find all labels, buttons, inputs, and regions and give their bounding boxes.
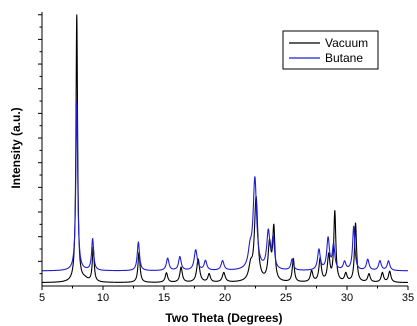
legend-box <box>282 30 379 70</box>
legend-label-butane: Butane <box>325 51 363 65</box>
x-tick-label: 5 <box>39 292 45 304</box>
x-tick-label: 30 <box>341 292 353 304</box>
series-line-vacuum <box>41 14 409 284</box>
x-tick-label: 10 <box>97 292 109 304</box>
axes: 5 10 15 20 25 30 35 <box>38 12 414 304</box>
plot-lines <box>41 14 409 284</box>
x-tick-label: 20 <box>219 292 231 304</box>
y-axis-title: Intensity (a.u.) <box>9 107 23 188</box>
x-axis-title: Two Theta (Degrees) <box>165 311 282 325</box>
x-tick-label: 35 <box>402 292 414 304</box>
x-tick-label: 25 <box>280 292 292 304</box>
x-tick-label: 15 <box>158 292 170 304</box>
series-line-butane <box>41 100 409 272</box>
legend-label-vacuum: Vacuum <box>325 36 368 50</box>
